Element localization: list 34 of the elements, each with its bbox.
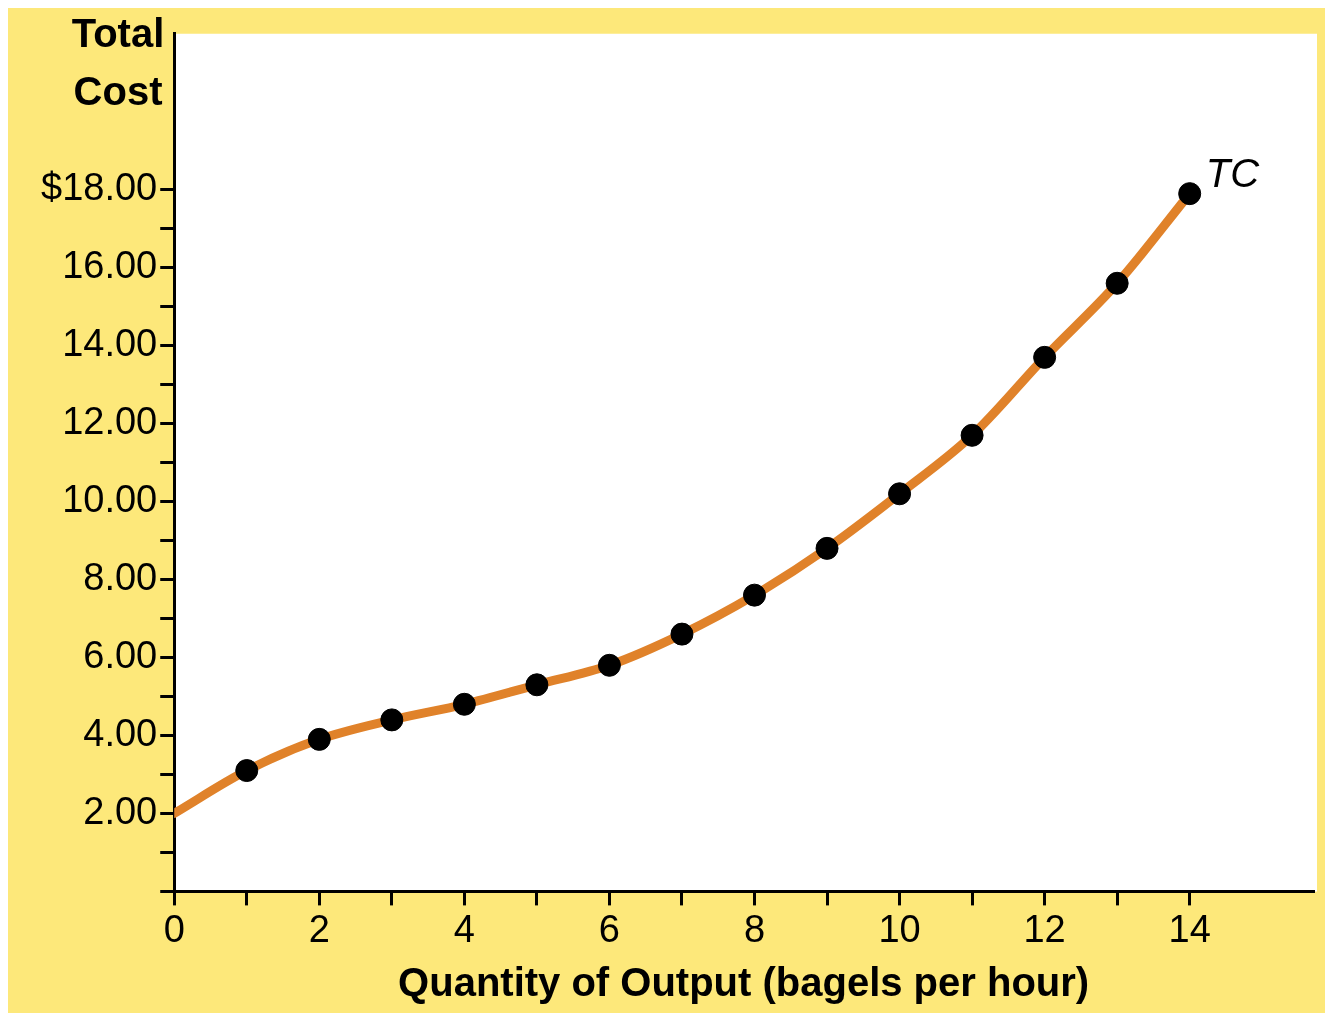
x-tick-label: 8: [743, 907, 766, 950]
annotation: TC: [1205, 150, 1261, 195]
y-tick-label: 16.00: [62, 244, 158, 287]
point: [525, 673, 549, 697]
point: [960, 423, 984, 447]
y-tick-label: 12.00: [62, 400, 158, 443]
point: [380, 708, 404, 732]
y-axis-title: Total Cost: [71, 11, 165, 114]
x-tick-label: 10: [878, 907, 921, 950]
x-axis-title: Quantity of Output (bagels per hour): [398, 960, 1090, 1005]
y-tick-label: 14.00: [62, 322, 158, 365]
point: [1105, 271, 1129, 295]
x-tick-label: 0: [163, 907, 185, 950]
y-tick-label: 10.00: [62, 478, 158, 521]
point: [742, 583, 766, 607]
x-tick-label: 12: [1023, 907, 1066, 950]
point: [1033, 345, 1057, 369]
x-tick-label: 6: [598, 907, 620, 950]
point: [815, 536, 839, 560]
point: [597, 653, 621, 677]
x-tick-label: 4: [453, 907, 475, 950]
y-tick-label: 6.00: [83, 633, 158, 676]
point: [1178, 182, 1202, 206]
y-tick-label: $18.00: [40, 166, 158, 209]
point: [888, 482, 912, 506]
point: [452, 692, 476, 716]
x-tick-label: 14: [1168, 907, 1211, 950]
y-tick-label: 4.00: [83, 711, 158, 754]
y-tick-label: 8.00: [83, 556, 158, 599]
point: [670, 622, 694, 646]
y-tick-label: 2.00: [83, 789, 158, 832]
x-tick-label: 2: [308, 907, 330, 950]
point: [235, 759, 259, 783]
point: [307, 727, 331, 751]
